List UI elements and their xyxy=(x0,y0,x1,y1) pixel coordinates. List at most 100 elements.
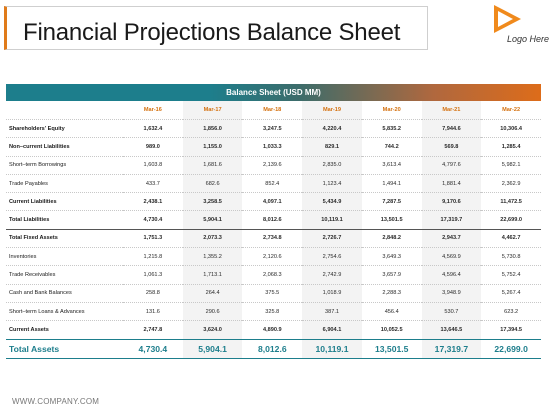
balance-sheet-grid: Mar-16 Mar-17 Mar-18 Mar-19 Mar-20 Mar-2… xyxy=(6,101,541,359)
cell-value: 258.8 xyxy=(123,284,183,303)
row-label: Current Assets xyxy=(6,320,124,340)
cell-value: 2,754.6 xyxy=(302,247,362,267)
cell-value: 22,699.0 xyxy=(481,338,541,359)
logo-arrow-icon xyxy=(494,5,521,33)
cell-value: 5,434.9 xyxy=(302,192,362,212)
cell-value: 530.7 xyxy=(421,302,482,322)
cell-value: 17,394.5 xyxy=(481,320,541,340)
cell-value: 290.6 xyxy=(182,302,243,322)
table-row: Shareholders' Equity 1,632.4 1,856.0 3,247.… xyxy=(6,119,541,139)
row-label: Inventories xyxy=(6,247,124,267)
cell-value: 1,494.1 xyxy=(361,174,422,194)
cell-value: 4,596.4 xyxy=(421,265,482,285)
table-row: Total Liabilities 4,730.4 5,904.1 8,012.6 10… xyxy=(6,210,541,230)
cell-value: 10,119.1 xyxy=(302,210,362,230)
cell-value: 264.4 xyxy=(182,284,243,303)
cell-value: 569.8 xyxy=(421,137,482,157)
cell-value: 3,657.9 xyxy=(361,265,422,285)
year-label: Mar-22 xyxy=(481,101,541,120)
cell-value: 7,944.6 xyxy=(421,119,482,139)
cell-value: 10,052.5 xyxy=(361,320,422,340)
cell-value: 456.4 xyxy=(361,302,422,322)
cell-value: 7,287.5 xyxy=(361,192,422,212)
cell-value: 682.6 xyxy=(182,174,243,194)
row-label: Total Fixed Assets xyxy=(6,228,124,249)
year-label: Mar-16 xyxy=(123,101,183,120)
cell-value: 22,699.0 xyxy=(481,210,541,230)
cell-value: 1,123.4 xyxy=(302,174,362,194)
cell-value: 4,097.1 xyxy=(242,192,303,212)
row-label: Shareholders' Equity xyxy=(6,119,124,139)
cell-value: 1,681.6 xyxy=(182,156,243,175)
row-label: Trade Receivables xyxy=(6,265,124,285)
year-header-blank xyxy=(6,101,124,120)
cell-value: 2,068.3 xyxy=(242,265,303,285)
cell-value: 17,319.7 xyxy=(421,210,482,230)
cell-value: 13,501.5 xyxy=(361,338,422,359)
cell-value: 4,890.9 xyxy=(242,320,303,340)
cell-value: 1,285.4 xyxy=(481,137,541,157)
cell-value: 2,848.2 xyxy=(361,228,422,249)
logo-text: Logo Here xyxy=(507,34,550,44)
table-row: Inventories 1,215.8 1,355.2 2,120.6 2,754.6 3… xyxy=(6,247,541,267)
cell-value: 5,835.2 xyxy=(361,119,422,139)
cell-value: 11,472.5 xyxy=(481,192,541,212)
table-row: Current Assets 2,747.8 3,624.0 4,890.9 6,904… xyxy=(6,320,541,340)
cell-value: 4,730.4 xyxy=(123,338,183,359)
cell-value: 4,569.9 xyxy=(421,247,482,267)
company-website-link[interactable]: WWW.COMPANY.COM xyxy=(12,397,100,406)
cell-value: 5,730.8 xyxy=(481,247,541,267)
cell-value: 1,856.0 xyxy=(182,119,243,139)
cell-value: 4,462.7 xyxy=(481,228,541,249)
cell-value: 1,881.4 xyxy=(421,174,482,194)
cell-value: 9,170.6 xyxy=(421,192,482,212)
row-label: Total Liabilities xyxy=(6,210,124,230)
cell-value: 2,943.7 xyxy=(421,228,482,249)
year-label: Mar-21 xyxy=(421,101,482,120)
cell-value: 989.0 xyxy=(123,137,183,157)
cell-value: 433.7 xyxy=(123,174,183,194)
cell-value: 131.6 xyxy=(123,302,183,322)
table-row: Non–current Liabilities 989.0 1,155.0 1,033… xyxy=(6,137,541,157)
year-label: Mar-20 xyxy=(361,101,422,120)
cell-value: 17,319.7 xyxy=(421,338,482,359)
cell-value: 4,730.4 xyxy=(123,210,183,230)
title-box: Financial Projections Balance Sheet xyxy=(4,6,428,50)
cell-value: 8,012.6 xyxy=(242,338,303,359)
cell-value: 5,904.1 xyxy=(182,338,243,359)
table-row: Short–term Borrowings 1,603.8 1,681.6 2,139… xyxy=(6,156,541,175)
table-row: Trade Payables 433.7 682.6 852.4 1,123.4 1,49… xyxy=(6,174,541,194)
row-label: Trade Payables xyxy=(6,174,124,194)
cell-value: 1,713.1 xyxy=(182,265,243,285)
cell-value: 3,948.9 xyxy=(421,284,482,303)
cell-value: 2,742.9 xyxy=(302,265,362,285)
table-row: Current Liabilities 2,438.1 3,258.5 4,097.1… xyxy=(6,192,541,212)
row-label: Total Assets xyxy=(6,338,124,359)
cell-value: 2,726.7 xyxy=(302,228,362,249)
cell-value: 2,438.1 xyxy=(123,192,183,212)
cell-value: 1,215.8 xyxy=(123,247,183,267)
cell-value: 623.2 xyxy=(481,302,541,322)
table-row: Cash and Bank Balances 258.8 264.4 375.5 1,0… xyxy=(6,284,541,303)
cell-value: 5,752.4 xyxy=(481,265,541,285)
cell-value: 1,155.0 xyxy=(182,137,243,157)
cell-value: 3,649.3 xyxy=(361,247,422,267)
cell-value: 2,073.3 xyxy=(182,228,243,249)
cell-value: 2,288.3 xyxy=(361,284,422,303)
cell-value: 2,362.9 xyxy=(481,174,541,194)
row-label: Cash and Bank Balances xyxy=(6,284,124,303)
cell-value: 1,751.3 xyxy=(123,228,183,249)
table-row: Short–term Loans & Advances 131.6 290.6 325… xyxy=(6,302,541,322)
cell-value: 1,632.4 xyxy=(123,119,183,139)
cell-value: 10,119.1 xyxy=(302,338,362,359)
cell-value: 1,355.2 xyxy=(182,247,243,267)
year-label: Mar-19 xyxy=(302,101,362,120)
table-row: Trade Receivables 1,061.3 1,713.1 2,068.3 2,… xyxy=(6,265,541,285)
cell-value: 2,120.6 xyxy=(242,247,303,267)
table-title: Balance Sheet (USD MM) xyxy=(6,84,541,101)
year-label: Mar-18 xyxy=(242,101,303,120)
cell-value: 3,258.5 xyxy=(182,192,243,212)
cell-value: 2,734.8 xyxy=(242,228,303,249)
year-label: Mar-17 xyxy=(182,101,243,120)
cell-value: 2,747.8 xyxy=(123,320,183,340)
